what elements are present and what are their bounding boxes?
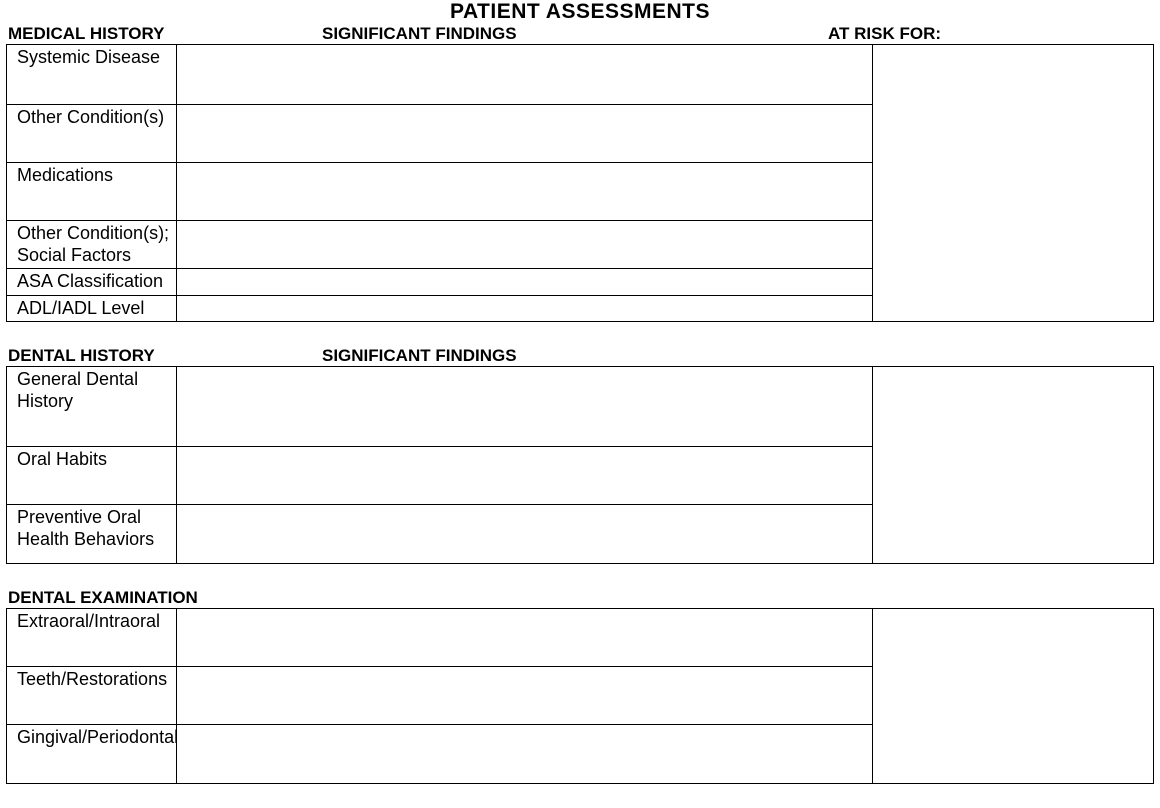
table-row: General Dental History xyxy=(7,367,1153,447)
table-row: Preventive Oral Health Behaviors xyxy=(7,505,1153,563)
row-findings xyxy=(177,725,873,783)
row-findings xyxy=(177,296,873,322)
table-row: Gingival/Periodontal xyxy=(7,725,1153,783)
row-risk xyxy=(873,367,1153,447)
row-findings xyxy=(177,367,873,447)
row-label: Preventive Oral Health Behaviors xyxy=(7,505,177,563)
header-col1: MEDICAL HISTORY xyxy=(6,24,322,44)
row-findings xyxy=(177,45,873,105)
header-col1: DENTAL HISTORY xyxy=(6,346,322,366)
table-row: Oral Habits xyxy=(7,447,1153,505)
header-col1: DENTAL EXAMINATION xyxy=(6,588,322,608)
row-findings xyxy=(177,505,873,563)
assessment-table: Extraoral/IntraoralTeeth/RestorationsGin… xyxy=(6,608,1154,784)
row-risk xyxy=(873,269,1153,296)
section-header-row: DENTAL HISTORYSIGNIFICANT FINDINGS xyxy=(6,346,1154,366)
table-row: Systemic Disease xyxy=(7,45,1153,105)
row-findings xyxy=(177,163,873,221)
table-row: Medications xyxy=(7,163,1153,221)
row-risk xyxy=(873,45,1153,105)
row-findings xyxy=(177,269,873,296)
row-findings xyxy=(177,609,873,667)
row-label: ADL/IADL Level xyxy=(7,296,177,322)
row-label: General Dental History xyxy=(7,367,177,447)
section-medical_history: MEDICAL HISTORYSIGNIFICANT FINDINGSAT RI… xyxy=(6,24,1154,322)
table-row: Other Condition(s); Social Factors xyxy=(7,221,1153,269)
row-risk xyxy=(873,221,1153,269)
row-risk xyxy=(873,505,1153,563)
row-risk xyxy=(873,667,1153,725)
row-risk xyxy=(873,447,1153,505)
table-row: Extraoral/Intraoral xyxy=(7,609,1153,667)
row-findings xyxy=(177,221,873,269)
header-col2: SIGNIFICANT FINDINGS xyxy=(322,24,822,44)
header-col3: AT RISK FOR: xyxy=(822,24,1154,44)
section-header-row: DENTAL EXAMINATION xyxy=(6,588,1154,608)
table-row: Teeth/Restorations xyxy=(7,667,1153,725)
row-label: Other Condition(s); Social Factors xyxy=(7,221,177,269)
table-row: ASA Classification xyxy=(7,269,1153,296)
row-label: Gingival/Periodontal xyxy=(7,725,177,783)
table-row: ADL/IADL Level xyxy=(7,296,1153,322)
section-header-row: MEDICAL HISTORYSIGNIFICANT FINDINGSAT RI… xyxy=(6,24,1154,44)
row-label: Extraoral/Intraoral xyxy=(7,609,177,667)
section-dental_examination: DENTAL EXAMINATIONExtraoral/IntraoralTee… xyxy=(6,588,1154,784)
row-label: Systemic Disease xyxy=(7,45,177,105)
row-findings xyxy=(177,667,873,725)
section-dental_history: DENTAL HISTORYSIGNIFICANT FINDINGSGenera… xyxy=(6,346,1154,564)
row-risk xyxy=(873,105,1153,163)
sections-container: MEDICAL HISTORYSIGNIFICANT FINDINGSAT RI… xyxy=(6,24,1154,784)
row-label: Other Condition(s) xyxy=(7,105,177,163)
table-row: Other Condition(s) xyxy=(7,105,1153,163)
row-risk xyxy=(873,609,1153,667)
header-col2: SIGNIFICANT FINDINGS xyxy=(322,346,1154,366)
row-label: Medications xyxy=(7,163,177,221)
assessment-table: Systemic DiseaseOther Condition(s)Medica… xyxy=(6,44,1154,322)
row-label: Oral Habits xyxy=(7,447,177,505)
header-col2 xyxy=(322,588,1154,608)
row-findings xyxy=(177,105,873,163)
page-title: PATIENT ASSESSMENTS xyxy=(6,0,1154,24)
row-risk xyxy=(873,163,1153,221)
row-label: ASA Classification xyxy=(7,269,177,296)
row-risk xyxy=(873,296,1153,322)
row-findings xyxy=(177,447,873,505)
row-risk xyxy=(873,725,1153,783)
assessment-table: General Dental HistoryOral HabitsPrevent… xyxy=(6,366,1154,564)
row-label: Teeth/Restorations xyxy=(7,667,177,725)
